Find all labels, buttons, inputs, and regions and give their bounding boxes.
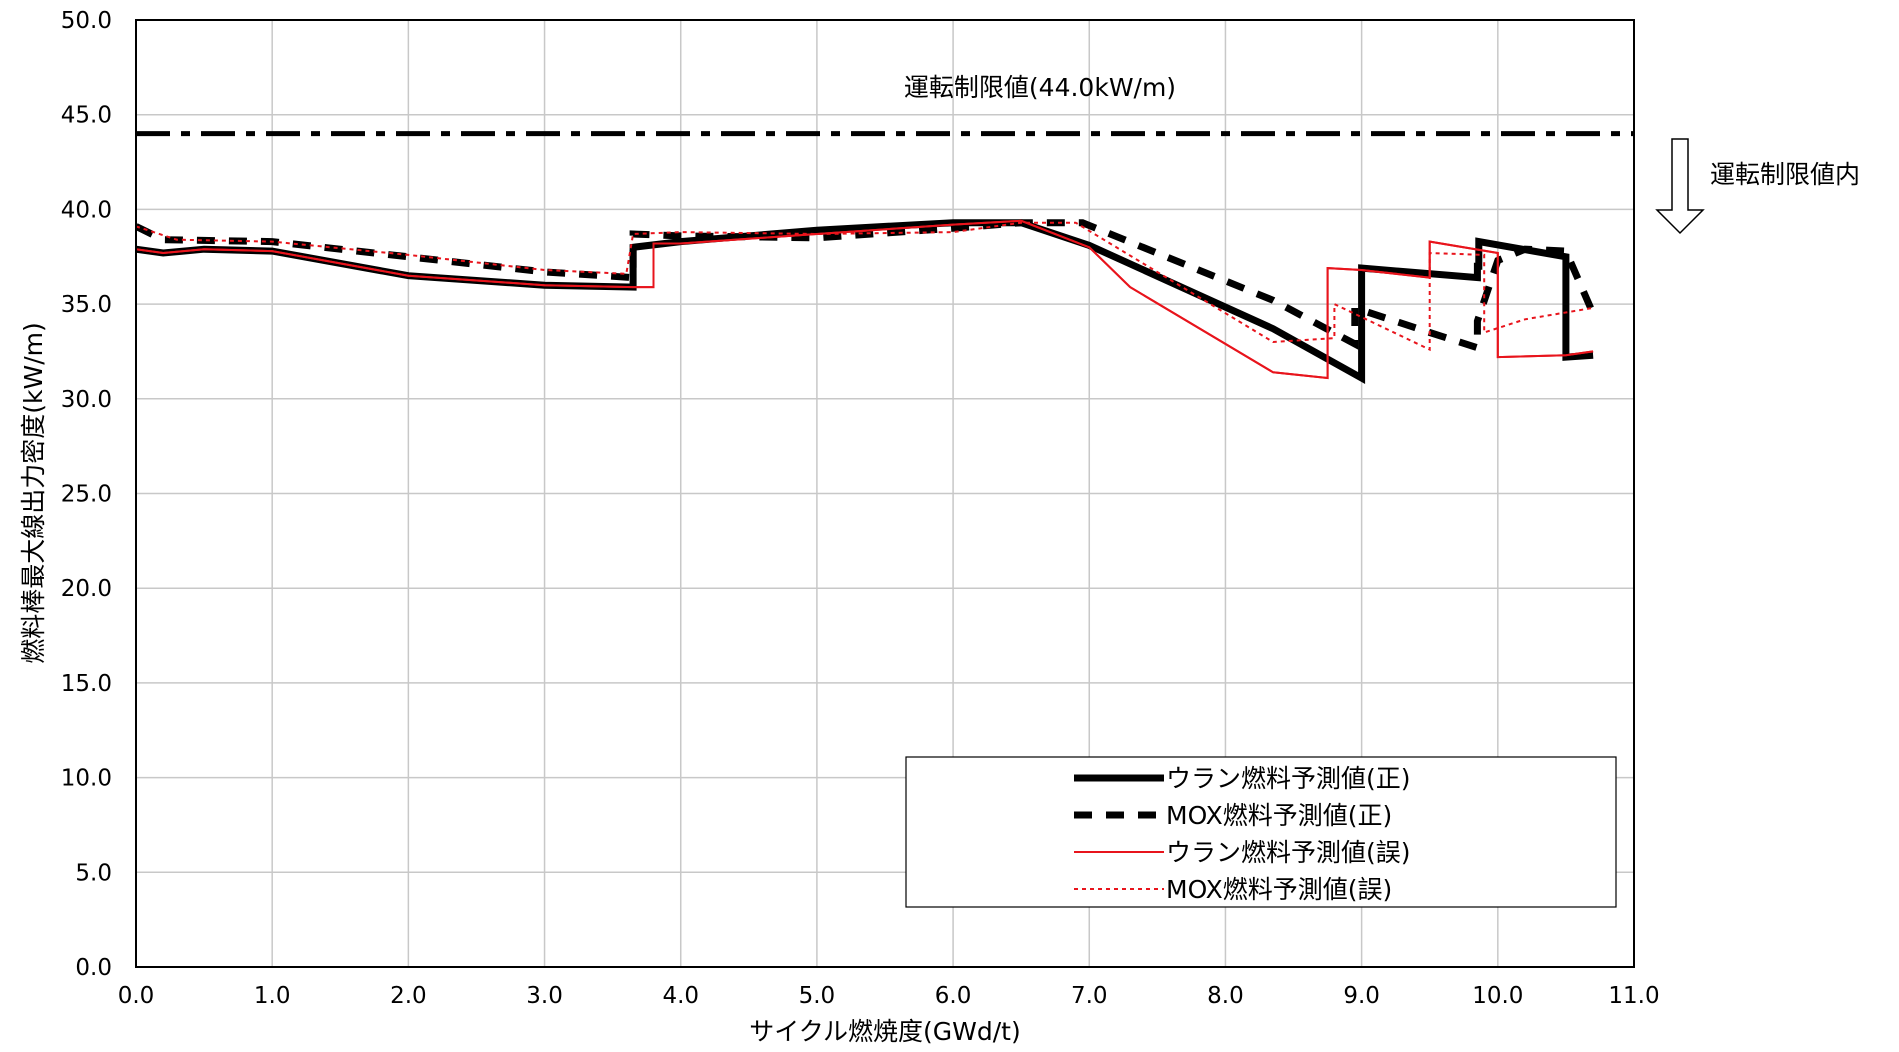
x-axis-label: サイクル燃焼度(GWd/t)	[749, 1017, 1020, 1046]
y-tick-label: 30.0	[61, 387, 112, 413]
y-tick-label: 15.0	[61, 671, 112, 697]
x-tick-label: 1.0	[254, 983, 291, 1009]
legend-label-4: MOX燃料予測値(誤)	[1166, 875, 1392, 904]
series-line-4	[136, 221, 1594, 352]
legend-box	[905, 756, 1617, 908]
x-tick-label: 4.0	[662, 983, 699, 1009]
y-tick-label: 40.0	[61, 197, 112, 223]
x-tick-label: 0.0	[118, 983, 155, 1009]
y-tick-label: 20.0	[61, 576, 112, 602]
limit-line-label: 運転制限値(44.0kW/m)	[904, 73, 1176, 102]
legend-label-1: ウラン燃料予測値(正)	[1166, 764, 1411, 793]
y-tick-label: 5.0	[75, 860, 112, 886]
x-tick-label: 9.0	[1343, 983, 1380, 1009]
x-tick-label: 5.0	[799, 983, 836, 1009]
x-tick-label: 11.0	[1608, 983, 1659, 1009]
within-limit-annotation: 運転制限値内	[1655, 138, 1860, 235]
x-tick-label: 8.0	[1207, 983, 1244, 1009]
x-tick-labels: 0.0 1.0 2.0 3.0 4.0 5.0 6.0 7.0 8.0 9.0 10.0 11.0	[118, 983, 1660, 1009]
y-tick-label: 50.0	[61, 8, 112, 34]
x-tick-label: 10.0	[1472, 983, 1523, 1009]
legend-label-3: ウラン燃料予測値(誤)	[1166, 838, 1411, 867]
y-tick-labels: 0.0 5.0 10.0 15.0 20.0 25.0 30.0 35.0 40.0 45.0 50…	[61, 8, 112, 981]
legend-label-2: MOX燃料予測値(正)	[1166, 801, 1392, 830]
y-tick-label: 0.0	[75, 955, 112, 981]
legend: ウラン燃料予測値(正) MOX燃料予測値(正) ウラン燃料予測値(誤) MOX燃料予測…	[905, 756, 1617, 908]
series-line-3-overlay	[136, 219, 1594, 380]
y-tick-label: 45.0	[61, 103, 112, 129]
x-tick-label: 3.0	[526, 983, 563, 1009]
x-tick-label: 7.0	[1071, 983, 1108, 1009]
within-limit-label: 運転制限値内	[1710, 160, 1860, 189]
y-tick-label: 25.0	[61, 482, 112, 508]
y-tick-label: 10.0	[61, 766, 112, 792]
series-group	[136, 219, 1597, 384]
y-tick-label: 35.0	[61, 292, 112, 318]
down-arrow-icon	[1655, 138, 1705, 235]
x-tick-label: 2.0	[390, 983, 427, 1009]
x-tick-label: 6.0	[935, 983, 972, 1009]
plot-frame	[135, 19, 1635, 968]
y-axis-label: 燃料棒最大線出力密度(kW/m)	[19, 322, 48, 663]
